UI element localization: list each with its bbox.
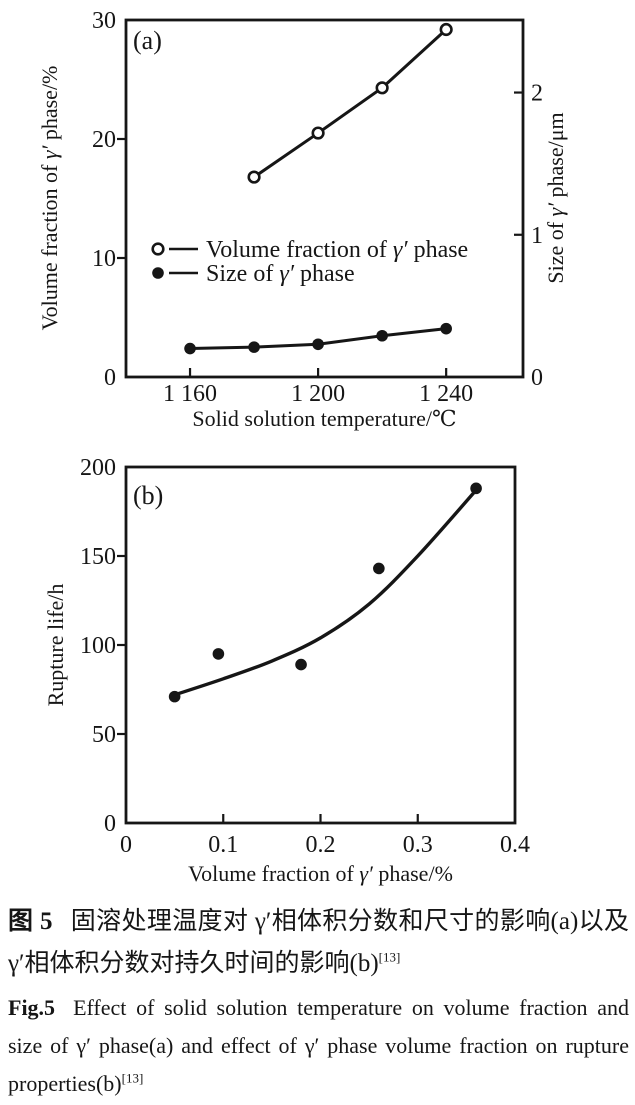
figure-caption: 图 5 固溶处理温度对 γ′相体积分数和尺寸的影响(a)以及 γ′相体积分数对持久… [0, 899, 635, 1103]
y-tick-label: 150 [80, 544, 116, 570]
data-point [311, 126, 325, 140]
data-point [312, 338, 324, 351]
y-axis-title: Rupture life/h [43, 584, 68, 707]
y-tick-label: 0 [104, 811, 116, 837]
data-point [168, 690, 181, 703]
y2-tick-label: 2 [531, 81, 543, 107]
plot-border [124, 18, 525, 379]
x-tick-label: 1 200 [291, 381, 345, 407]
x-tick-label: 1 160 [163, 381, 217, 407]
x-axis-title: Volume fraction of γ′ phase/% [188, 861, 453, 886]
y-tick-label: 50 [92, 722, 116, 748]
x-tick-label: 0.2 [306, 832, 336, 858]
plot-border [124, 465, 517, 825]
caption-en-ref: [13] [121, 1070, 144, 1086]
caption-zh: 图 5 固溶处理温度对 γ′相体积分数和尺寸的影响(a)以及 γ′相体积分数对持久… [8, 901, 629, 985]
legend-marker [152, 267, 164, 279]
y-tick-label: 200 [80, 455, 116, 481]
data-point [184, 342, 196, 355]
data-point [295, 658, 307, 671]
data-point [439, 22, 453, 37]
data-point [470, 482, 482, 495]
x-tick-label: 0.1 [208, 832, 238, 858]
data-point [248, 341, 260, 353]
caption-zh-ref: [13] [378, 949, 401, 965]
caption-en-text: Effect of solid solution temperature on … [8, 995, 629, 1096]
x-axis-title: Solid solution temperature/℃ [192, 406, 456, 431]
legend-label: Size of γ′ phase [206, 261, 355, 287]
data-point [373, 562, 385, 575]
y-tick-label: 20 [92, 127, 116, 153]
legend-label: Volume fraction of γ′ phase [206, 237, 468, 263]
y2-tick-label: 0 [531, 365, 543, 391]
caption-zh-number: 图 5 [8, 908, 53, 935]
x-tick-label: 1 240 [419, 381, 473, 407]
caption-en: Fig.5 Effect of solid solution temperatur… [8, 989, 629, 1103]
y-tick-label: 30 [92, 8, 116, 34]
y-tick-label: 10 [92, 246, 116, 272]
legend-marker [151, 242, 165, 256]
data-point [212, 648, 225, 660]
x-tick-label: 0 [120, 832, 132, 858]
data-point [247, 170, 261, 184]
data-point [376, 329, 388, 342]
y-axis-title: Volume fraction of γ′ phase/% [37, 66, 62, 331]
y-tick-label: 100 [80, 633, 116, 659]
x-tick-label: 0.4 [500, 832, 530, 858]
series-line-volume-fraction [253, 28, 448, 179]
fit-curve [172, 488, 478, 697]
data-point [375, 81, 389, 95]
data-point [440, 322, 452, 335]
y-tick-label: 0 [104, 365, 116, 391]
caption-zh-text: 固溶处理温度对 γ′相体积分数和尺寸的影响(a)以及 γ′相体积分数对持久时间的… [8, 908, 629, 977]
caption-en-number: Fig.5 [8, 995, 56, 1020]
y2-axis-title: Size of γ′ phase/μm [543, 112, 568, 283]
chart-a-canvas: 1 160 1 200 1 240 0 10 20 30 0 1 2 Solid solution … [37, 8, 568, 431]
panel-label: (b) [133, 481, 163, 510]
panel-label: (a) [133, 26, 162, 55]
x-tick-label: 0.3 [403, 832, 433, 858]
chart-b-canvas: 0 0.1 0.2 0.3 0.4 0 50 100 150 200 Volume fraction… [43, 455, 530, 886]
y2-tick-label: 1 [531, 223, 543, 249]
